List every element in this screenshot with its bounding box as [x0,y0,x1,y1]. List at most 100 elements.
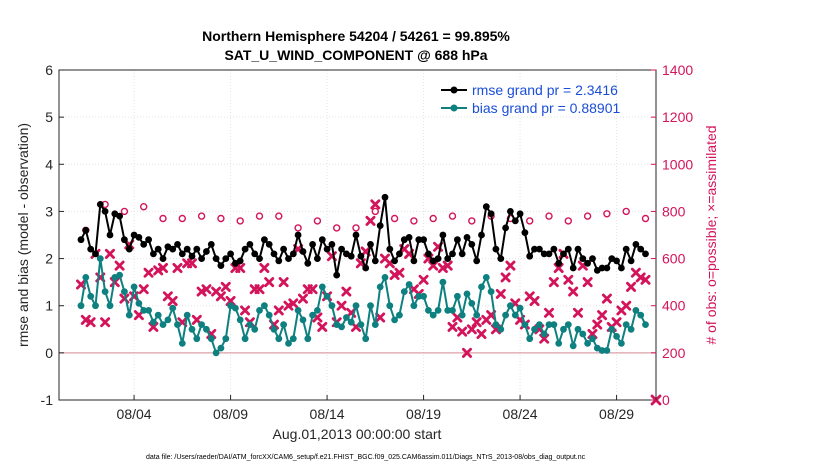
bias-point-24 [193,335,201,343]
bias-point-93 [526,335,534,343]
bias-point-99 [555,340,563,347]
bias-point-69 [410,302,418,310]
rmse-point-111 [613,257,620,265]
bias-point-89 [507,302,514,310]
y-tick-label-4: 3 [45,203,53,219]
rmse-point-76 [444,255,452,262]
obs-assimilated-point-97 [544,307,555,318]
bias-point-13 [140,307,148,314]
rmse-point-112 [618,264,625,272]
bias-point-34 [241,335,249,343]
bias-point-66 [396,311,403,319]
bias-point-87 [497,325,505,333]
bias-point-29 [217,344,225,352]
rmse-point-1 [82,226,90,234]
obs-assimilated-point-105 [582,277,593,288]
obs-possible-point-18 [429,214,437,223]
x-axis-label: Aug.01,2013 00:00:00 start [273,426,442,442]
x-tick-label-2: 08/14 [310,406,345,422]
bias-point-6 [106,302,114,310]
rmse-point-28 [212,255,220,262]
bias-point-12 [135,300,143,307]
rmse-point-33 [236,257,244,265]
obs-assimilated-point-77 [447,321,458,332]
rmse-point-108 [598,264,606,272]
rmse-point-64 [386,245,394,253]
obs-assimilated-point-26 [201,284,212,295]
bias-point-25 [198,321,206,328]
rmse-point-54 [338,245,345,253]
rmse-point-70 [415,236,423,244]
rmse-point-69 [410,257,418,265]
bias-point-19 [169,304,177,312]
bias-point-58 [357,321,365,328]
bias-point-88 [502,311,509,319]
rmse-series [77,193,649,279]
bias-point-79 [458,311,466,319]
bias-point-5 [101,288,109,295]
rmse-point-116 [637,245,645,253]
obs-possible-point-8 [236,217,244,225]
obs-assimilated-point-83 [476,329,487,339]
rmse-point-78 [454,236,461,244]
bias-point-8 [116,271,123,279]
rmse-point-89 [507,208,514,215]
rmse-point-103 [574,245,582,253]
rmse-point-101 [564,245,572,253]
chart-title: Northern Hemisphere 54204 / 54261 = 99.8… [202,28,510,44]
bias-point-116 [637,311,645,319]
obs-assimilated-point-94 [529,296,540,306]
bias-point-90 [511,311,519,319]
obs-assimilated-point-42 [278,277,289,288]
rmse-point-72 [425,250,432,258]
obs-possible-point-15 [371,207,379,216]
obs-assimilated-point-113 [621,300,632,311]
rmse-point-14 [145,236,153,244]
obs-assimilated-point-109 [601,293,612,304]
bias-point-111 [613,333,620,340]
obs-assimilated-point-6 [104,248,115,259]
obs-possible-point-5 [178,214,187,223]
bias-point-85 [487,288,495,295]
rmse-point-45 [294,231,302,239]
obs-assimilated-point-41 [273,305,284,316]
bias-point-42 [280,321,287,328]
obs-assimilated-point-66 [394,267,405,278]
obs-assimilated-point-54 [336,300,347,311]
rmse-point-82 [473,257,481,265]
rmse-point-99 [555,259,563,267]
rmse-point-80 [463,234,471,241]
obs-possible-point-17 [410,217,418,225]
obs-assimilated-point-43 [283,300,294,311]
bias-series [77,255,649,357]
rmse-point-86 [492,245,500,253]
obs-assimilated-point-55 [341,286,352,297]
bias-point-115 [632,307,640,314]
obs-assimilated-point-114 [626,281,637,292]
bias-point-103 [574,325,582,333]
obs-possible-point-2 [120,207,129,216]
rmse-point-22 [183,245,191,253]
obs-possible-point-10 [275,212,283,220]
obs-assimilated-point-87 [495,288,506,299]
rmse-point-39 [265,241,273,248]
rmse-point-115 [632,241,640,248]
bias-point-21 [178,340,186,347]
rmse-point-37 [256,255,263,262]
bias-point-28 [212,349,220,357]
rmse-point-41 [275,257,283,265]
obs-assimilated-point-34 [240,305,251,316]
bias-point-108 [598,347,606,354]
y-tick-label-7: 6 [45,62,53,78]
bias-point-78 [454,292,461,300]
rmse-point-61 [371,257,379,265]
obs-assimilated-point-2 [85,317,96,328]
rmse-point-10 [125,245,133,253]
bias-point-15 [150,318,157,326]
rmse-point-35 [246,241,254,248]
obs-assimilated-point-39 [264,277,275,288]
bias-point-114 [627,325,635,333]
rmse-point-71 [420,236,427,244]
y-right-tick-label-1: 200 [662,345,686,361]
